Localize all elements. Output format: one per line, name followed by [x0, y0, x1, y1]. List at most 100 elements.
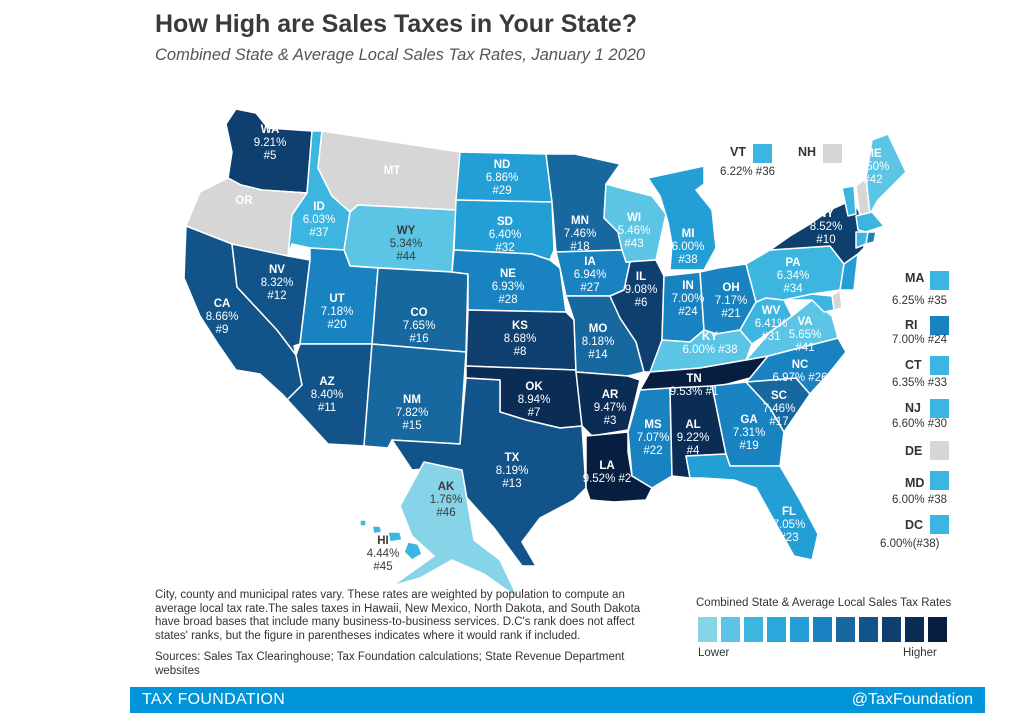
state-HI[interactable]: [359, 519, 423, 561]
state-label-AK-abbr: AK: [438, 481, 455, 493]
state-label-MS-rank: #22: [643, 445, 662, 457]
state-label-PA-rank: #34: [783, 283, 803, 295]
state-label-AZ-rate: 8.40%: [311, 389, 344, 401]
state-label-CO-rate: 7.65%: [403, 320, 436, 332]
state-label-IA-abbr: IA: [584, 256, 596, 268]
state-NC[interactable]: [745, 337, 847, 395]
state-label-FL-rank: #23: [779, 532, 798, 544]
state-label-ME-rate: 5.50%: [857, 161, 890, 173]
us-map: WA9.21%#5ORCA8.66%#9NV8.32%#12ID6.03%#37…: [183, 108, 907, 599]
state-label-OH-abbr: OH: [722, 282, 739, 294]
state-label-WY-abbr: WY: [397, 225, 416, 237]
state-CO[interactable]: [371, 267, 469, 353]
state-label-NV-abbr: NV: [269, 264, 285, 276]
ct-swatch: [930, 356, 949, 375]
state-VT[interactable]: [841, 185, 857, 217]
state-label-TX-rank: #13: [502, 478, 521, 490]
state-label-UT-abbr: UT: [329, 293, 344, 305]
state-label-WV-abbr: WV: [762, 305, 781, 317]
state-label-AZ-abbr: AZ: [319, 376, 334, 388]
state-label-CO-abbr: CO: [410, 307, 427, 319]
state-label-WY-rate: 5.34%: [390, 238, 423, 250]
legend-swatch-7: [836, 617, 855, 642]
state-label-KS-abbr: KS: [512, 320, 528, 332]
state-label-NV-rate: 8.32%: [261, 277, 294, 289]
state-label-NM-rank: #15: [402, 420, 421, 432]
state-label-ND-rate: 6.86%: [486, 172, 519, 184]
state-MA[interactable]: [855, 211, 885, 233]
state-label-IL-abbr: IL: [636, 271, 646, 283]
state-label-AL-rank: #4: [687, 445, 700, 457]
state-label-NE-rate: 6.93%: [492, 281, 525, 293]
state-label-WI-rate: 5.46%: [618, 225, 651, 237]
state-label-ME-rank: #42: [863, 174, 882, 186]
state-label-AR-rate: 9.47%: [594, 402, 627, 414]
state-label-SC-rate: 7.46%: [763, 403, 796, 415]
state-TX[interactable]: [391, 377, 587, 567]
state-label-TN-line2: 9.53% #1: [670, 386, 719, 398]
state-label-ND-abbr: ND: [494, 159, 511, 171]
state-MI[interactable]: [647, 165, 717, 271]
state-label-WA-rank: #5: [264, 150, 277, 162]
state-label-HI-rank: #45: [373, 561, 392, 573]
state-LA[interactable]: [585, 431, 653, 503]
state-label-WV-rate: 6.41%: [755, 318, 788, 330]
state-label-NM-rate: 7.82%: [396, 407, 429, 419]
state-label-WI-rank: #43: [624, 238, 643, 250]
state-label-WY-rank: #44: [396, 251, 416, 263]
state-label-PA-abbr: PA: [785, 257, 800, 269]
state-FL[interactable]: [685, 453, 819, 561]
nh-swatch: [823, 144, 842, 163]
state-AK[interactable]: [391, 461, 519, 599]
legend-swatch-11: [928, 617, 947, 642]
state-label-ME-abbr: ME: [864, 148, 882, 160]
state-label-NE-rank: #28: [498, 294, 517, 306]
state-label-WA-rate: 9.21%: [254, 137, 287, 149]
legend-swatch-1: [698, 617, 717, 642]
state-RI[interactable]: [865, 231, 877, 245]
state-label-NV-rank: #12: [267, 290, 286, 302]
state-label-MT-abbr: MT: [384, 165, 401, 177]
md-swatch: [930, 471, 949, 490]
state-label-PA-rate: 6.34%: [777, 270, 810, 282]
state-label-NE-abbr: NE: [500, 268, 516, 280]
state-label-SC-rank: #17: [769, 416, 788, 428]
state-label-KS-rate: 8.68%: [504, 333, 537, 345]
state-label-KY-abbr: KY: [702, 331, 718, 343]
state-label-OH-rank: #21: [721, 308, 740, 320]
state-label-AK-rank: #46: [436, 507, 455, 519]
state-label-MI-rank: #38: [678, 254, 697, 266]
state-label-KS-rank: #8: [514, 346, 527, 358]
ri-swatch: [930, 316, 949, 335]
state-label-MS-rate: 7.07%: [637, 432, 670, 444]
state-label-LA-line2: 9.52% #2: [583, 473, 632, 485]
state-label-CO-rank: #16: [409, 333, 428, 345]
state-label-SD-rate: 6.40%: [489, 229, 522, 241]
state-label-MN-rate: 7.46%: [564, 228, 597, 240]
legend-high-label: Higher: [903, 647, 937, 659]
state-label-IN-rank: #24: [678, 306, 698, 318]
nj-swatch: [930, 399, 949, 418]
state-label-GA-abbr: GA: [740, 414, 757, 426]
state-label-IL-rate: 9.08%: [625, 284, 658, 296]
state-MD[interactable]: [783, 293, 835, 313]
state-label-ND-rank: #29: [492, 185, 511, 197]
state-label-ID-rate: 6.03%: [303, 214, 336, 226]
state-label-AR-abbr: AR: [602, 389, 619, 401]
state-label-VA-rate: 5.65%: [789, 329, 822, 341]
state-IL[interactable]: [609, 259, 665, 373]
state-label-SC-abbr: SC: [771, 390, 787, 402]
page-title: How High are Sales Taxes in Your State?: [155, 10, 638, 38]
state-label-IN-abbr: IN: [682, 280, 694, 292]
state-label-WA-abbr: WA: [261, 124, 280, 136]
state-label-NY-rank: #10: [816, 234, 835, 246]
state-label-NM-abbr: NM: [403, 394, 421, 406]
state-label-MS-abbr: MS: [644, 419, 662, 431]
state-NJ[interactable]: [839, 253, 859, 291]
state-label-HI-rate: 4.44%: [367, 548, 400, 560]
legend-low-label: Lower: [698, 647, 730, 659]
state-NV[interactable]: [231, 243, 311, 356]
state-label-OK-rank: #7: [528, 407, 541, 419]
legend-swatch-4: [767, 617, 786, 642]
page-subtitle: Combined State & Average Local Sales Tax…: [155, 46, 646, 64]
